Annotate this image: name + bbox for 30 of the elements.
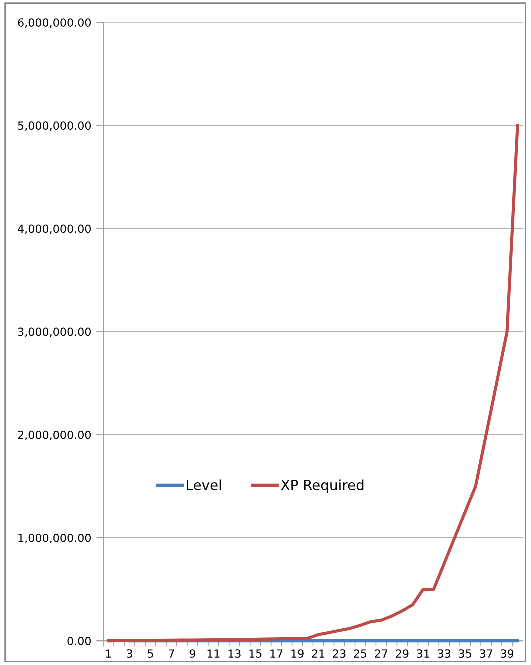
x-tick-label: 19	[292, 650, 304, 658]
x-tick-label: 37	[480, 650, 492, 658]
x-tick-label: 5	[148, 650, 154, 658]
y-tick-label: 0.00	[68, 637, 91, 646]
x-tick-label: 29	[396, 650, 409, 658]
x-tick-label: 15	[250, 650, 262, 658]
y-tick-label: 3,000,000.00	[18, 328, 91, 338]
x-tick-label: 1	[106, 650, 112, 658]
x-tick-label: 3	[127, 650, 132, 658]
x-tick-label: 13	[228, 650, 241, 658]
x-tick-label: 17	[270, 650, 283, 658]
x-tick-label: 25	[354, 650, 367, 658]
x-tick-label: 23	[333, 650, 346, 658]
x-tick-label: 21	[312, 650, 325, 658]
x-tick-label: 7	[169, 650, 174, 658]
line-series	[107, 124, 520, 643]
x-tick-label: 33	[438, 650, 451, 658]
x-tick-label: 27	[375, 650, 388, 658]
y-tick-label: 6,000,000.00	[18, 18, 91, 28]
x-tick-label: 11	[208, 650, 220, 658]
x-tick-label: 39	[501, 650, 514, 658]
y-tick-label: 1,000,000.00	[18, 534, 91, 544]
legend-label: Level	[187, 480, 222, 490]
legend-label: XP Required	[281, 480, 364, 494]
x-tick-label: 31	[417, 650, 430, 658]
y-tick-label: 2,000,000.00	[18, 430, 91, 440]
x-tick-label: 9	[190, 650, 196, 658]
y-tick-label: 5,000,000.00	[18, 122, 91, 132]
y-tick-label: 4,000,000.00	[18, 224, 91, 234]
x-tick-label: 35	[459, 650, 472, 658]
